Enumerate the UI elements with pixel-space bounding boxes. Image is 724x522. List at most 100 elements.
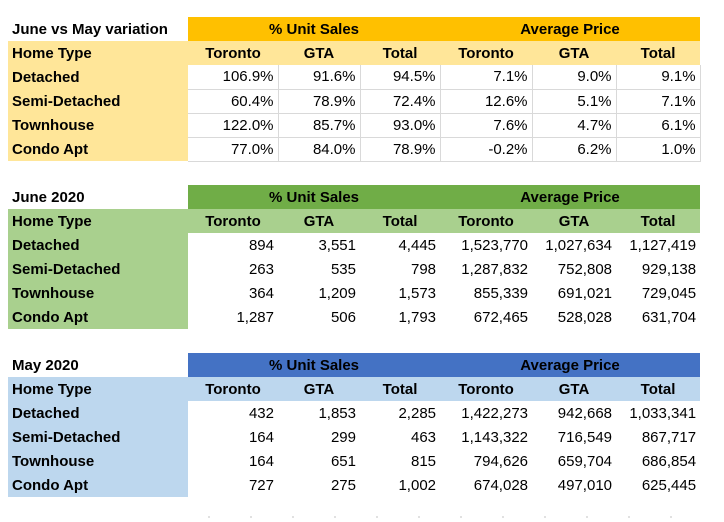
column-header: Toronto: [440, 41, 533, 65]
row-label: Semi-Detached: [8, 257, 188, 281]
cell: 1,143,322: [461, 428, 529, 446]
cell: 4,445: [398, 236, 437, 254]
column-header: Toronto: [188, 41, 278, 65]
table-row: Townhouse 364 1,209 1,573 855,339 691,02…: [8, 281, 700, 305]
cell: 659,704: [557, 452, 613, 470]
column-header: GTA: [278, 41, 360, 65]
column-header: Total: [616, 41, 701, 65]
column-header: GTA: [532, 41, 617, 65]
row-label: Semi-Detached: [8, 425, 188, 449]
cell: 4.7%: [532, 113, 617, 138]
cell: 1,287: [236, 308, 274, 326]
cell: 6.2%: [532, 137, 617, 162]
title-row: May 2020 % Unit Sales Average Price: [8, 353, 701, 377]
column-header: GTA: [278, 377, 360, 401]
cell: 91.6%: [278, 65, 361, 90]
cell: 1,033,341: [629, 404, 697, 422]
cell: 729,045: [641, 284, 697, 302]
cell: 1,287,832: [461, 260, 529, 278]
column-header: Total: [616, 209, 701, 233]
group-unit-sales: % Unit Sales: [188, 353, 441, 377]
cell: 364: [248, 284, 274, 302]
cell: -0.2%: [440, 137, 533, 162]
table-row: Townhouse 122.0% 85.7% 93.0% 7.6% 4.7% 6…: [8, 113, 701, 138]
cell: 72.4%: [360, 89, 441, 114]
column-header: Total: [616, 377, 701, 401]
column-header: GTA: [278, 209, 360, 233]
cell: 798: [410, 260, 437, 278]
cell: 651: [330, 452, 356, 470]
cell: 275: [330, 476, 356, 494]
cell: 2,285: [398, 404, 437, 422]
group-unit-sales: % Unit Sales: [188, 185, 441, 209]
title-row: June vs May variation % Unit Sales Avera…: [8, 17, 701, 41]
column-header: Toronto: [188, 209, 278, 233]
june-2020-table: June 2020 % Unit Sales Average Price Hom…: [8, 185, 701, 329]
table-row: Detached 432 1,853 2,285 1,422,273 942,6…: [8, 401, 700, 425]
cell: 1,523,770: [461, 236, 529, 254]
cell: 497,010: [557, 476, 613, 494]
bottom-dotted-line: [188, 516, 700, 518]
home-type-header: Home Type: [8, 209, 188, 233]
cell: 164: [248, 452, 274, 470]
cell: 7.6%: [440, 113, 533, 138]
cell: 815: [410, 452, 437, 470]
row-label: Detached: [8, 401, 188, 425]
cell: 77.0%: [188, 137, 279, 162]
table-row: Condo Apt 727 275 1,002 674,028 497,010 …: [8, 473, 700, 497]
cell: 1,573: [398, 284, 437, 302]
cell: 78.9%: [360, 137, 441, 162]
column-header: Toronto: [440, 209, 533, 233]
cell: 9.1%: [616, 65, 701, 90]
cell: 686,854: [641, 452, 697, 470]
cell: 7.1%: [616, 89, 701, 114]
header-row: Home Type Toronto GTA Total Toronto GTA …: [8, 377, 701, 401]
cell: 1,793: [398, 308, 437, 326]
table-row: Condo Apt 1,287 506 1,793 672,465 528,02…: [8, 305, 700, 329]
cell: 1,027,634: [545, 236, 613, 254]
row-label: Townhouse: [8, 449, 188, 473]
cell: 528,028: [557, 308, 613, 326]
cell: 1,209: [318, 284, 356, 302]
row-label: Townhouse: [8, 113, 188, 137]
cell: 752,808: [557, 260, 613, 278]
table-row: Townhouse 164 651 815 794,626 659,704 68…: [8, 449, 700, 473]
cell: 691,021: [557, 284, 613, 302]
group-average-price: Average Price: [440, 185, 701, 209]
cell: 727: [248, 476, 274, 494]
may-2020-table: May 2020 % Unit Sales Average Price Home…: [8, 353, 701, 497]
table-title: June vs May variation: [8, 17, 188, 41]
row-label: Townhouse: [8, 281, 188, 305]
cell: 942,668: [557, 404, 613, 422]
cell: 164: [248, 428, 274, 446]
column-header: Total: [360, 377, 441, 401]
table-row: Detached 106.9% 91.6% 94.5% 7.1% 9.0% 9.…: [8, 65, 701, 90]
cell: 84.0%: [278, 137, 361, 162]
group-average-price: Average Price: [440, 17, 701, 41]
cell: 672,465: [473, 308, 529, 326]
cell: 106.9%: [188, 65, 279, 90]
table-row: Detached 894 3,551 4,445 1,523,770 1,027…: [8, 233, 700, 257]
row-label: Semi-Detached: [8, 89, 188, 113]
cell: 263: [248, 260, 274, 278]
cell: 674,028: [473, 476, 529, 494]
cell: 1,422,273: [461, 404, 529, 422]
cell: 1.0%: [616, 137, 701, 162]
column-header: Total: [360, 41, 441, 65]
cell: 3,551: [318, 236, 356, 254]
column-header: Toronto: [188, 377, 278, 401]
table-title: May 2020: [8, 353, 188, 377]
cell: 122.0%: [188, 113, 279, 138]
header-row: Home Type Toronto GTA Total Toronto GTA …: [8, 41, 701, 65]
cell: 1,127,419: [629, 236, 697, 254]
cell: 7.1%: [440, 65, 533, 90]
cell: 9.0%: [532, 65, 617, 90]
cell: 299: [330, 428, 356, 446]
table-title: June 2020: [8, 185, 188, 209]
cell: 463: [410, 428, 437, 446]
table-row: Condo Apt 77.0% 84.0% 78.9% -0.2% 6.2% 1…: [8, 137, 701, 162]
cell: 93.0%: [360, 113, 441, 138]
cell: 94.5%: [360, 65, 441, 90]
group-unit-sales: % Unit Sales: [188, 17, 441, 41]
table-row: Semi-Detached 164 299 463 1,143,322 716,…: [8, 425, 700, 449]
